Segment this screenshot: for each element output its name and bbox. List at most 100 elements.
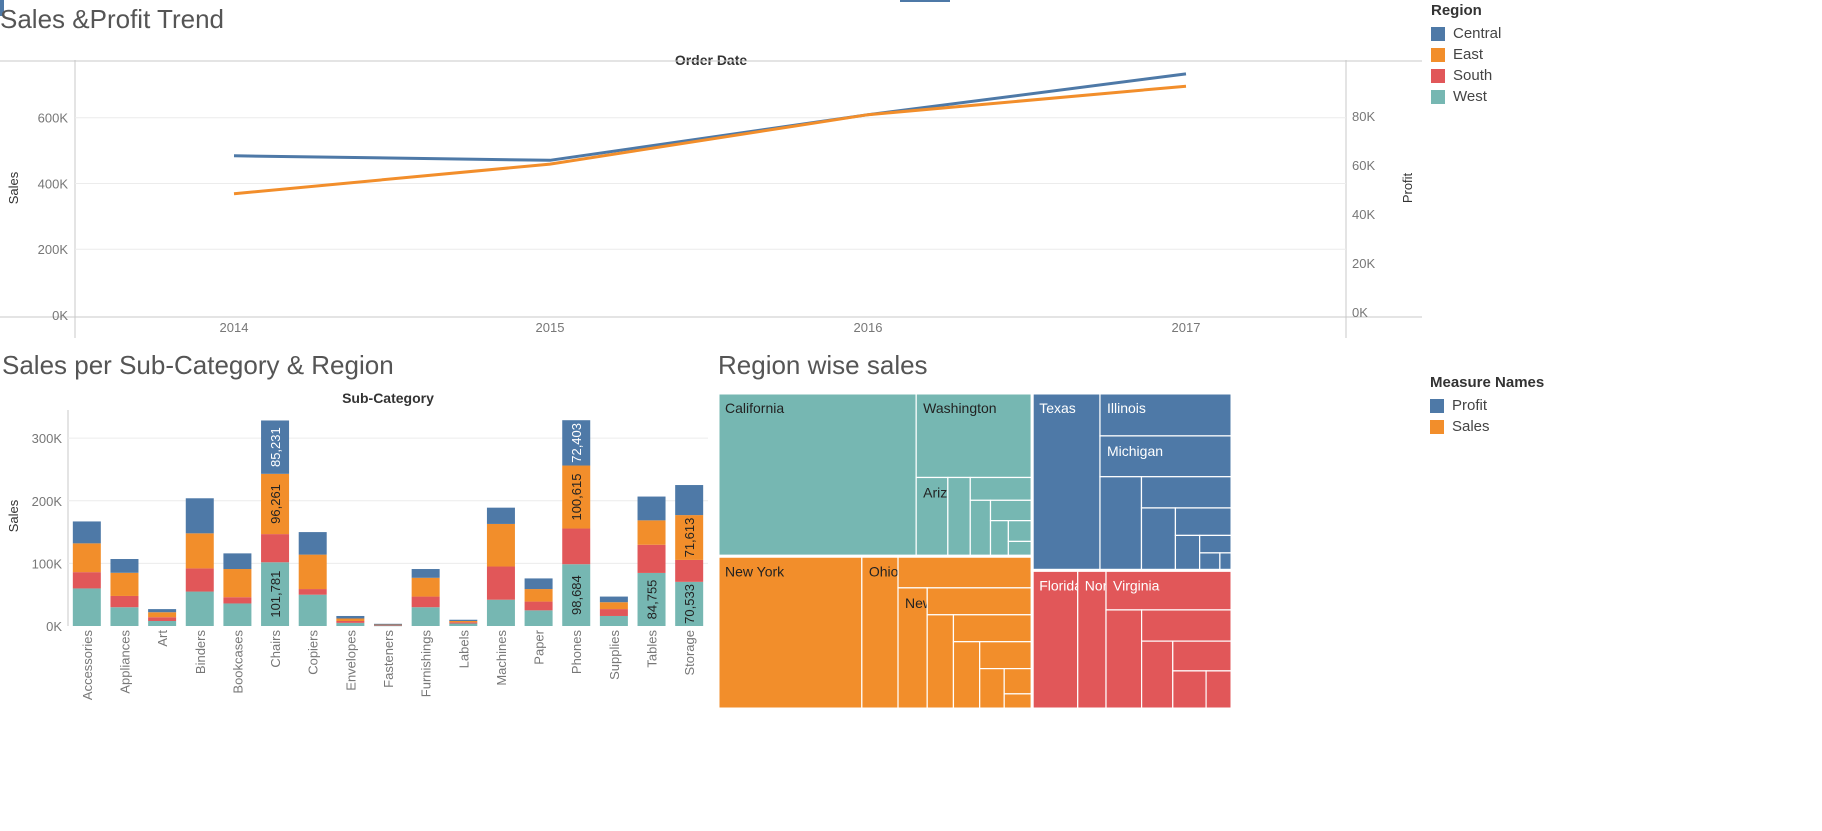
region-legend-title: Region [1431, 2, 1482, 19]
bar-segment-south [110, 595, 139, 608]
bar-segment-central [637, 496, 666, 521]
treemap-cell [1174, 534, 1201, 571]
x-tick-label: 2015 [536, 320, 565, 335]
bar-segment-south [336, 620, 365, 623]
treemap-cell [1199, 552, 1221, 571]
treemap-cell [915, 393, 1033, 479]
bar-segment-south [562, 528, 591, 565]
legend-item-east[interactable]: East [1431, 44, 1501, 65]
bar-category-label: Copiers [306, 630, 321, 675]
bar-segment-west [374, 625, 402, 627]
bar-segment-west [148, 620, 177, 626]
bar-stack-envelopes [336, 615, 365, 626]
bar-segment-east [637, 520, 666, 545]
y-axis-title: Sales [6, 171, 21, 204]
treemap-cell [989, 499, 1033, 522]
bar-segment-central [675, 485, 704, 516]
bar-segment-central [185, 498, 214, 534]
legend-item-central[interactable]: Central [1431, 23, 1501, 44]
measure-names-legend: Measure Names Profit Sales [1430, 374, 1544, 437]
line-chart-title: Sales &Profit Trend [0, 4, 224, 34]
treemap-cell [1199, 534, 1233, 554]
bar-segment-south [261, 534, 290, 563]
bar-segment-east [72, 543, 101, 573]
line-series-sales [233, 72, 1187, 162]
bar-segment-east [185, 533, 214, 569]
bar-stack-storage: 70,533 71,613 [675, 485, 704, 626]
treemap-cell [1140, 507, 1177, 571]
legend-item-swatch [1431, 89, 1445, 104]
bar-data-label: 71,613 [682, 518, 697, 558]
bar-segment-south [72, 572, 101, 589]
legend-item-south[interactable]: South [1431, 65, 1501, 86]
bar-stack-tables: 84,755 [637, 496, 666, 626]
treemap-cell [947, 476, 971, 557]
treemap-cell [897, 555, 1033, 589]
y-tick-label: 400K [38, 176, 69, 191]
bar-segment-south [298, 589, 327, 595]
treemap-cell [1031, 393, 1101, 571]
legend-item-west[interactable]: West [1431, 86, 1501, 107]
treemap-cell [952, 641, 981, 709]
bar-segment-central [336, 615, 365, 619]
bar-category-label: Binders [193, 630, 208, 675]
y2-tick-label: 20K [1352, 256, 1375, 271]
bar-segment-west [411, 607, 440, 626]
bar-segment-east [524, 589, 553, 602]
x-tick-label: 2017 [1172, 320, 1201, 335]
legend-item-label: South [1453, 67, 1493, 84]
bar-category-label: Paper [532, 629, 547, 664]
treemap-cell [1099, 435, 1233, 478]
treemap-cell [1141, 609, 1233, 642]
bar-y-axis-title: Sales [6, 499, 21, 532]
bar-stack-chairs: 101,781 96,261 85,231 [261, 420, 290, 626]
bar-data-label: 100,615 [569, 474, 584, 521]
bar-segment-west [524, 610, 553, 626]
y-tick-label: 600K [38, 111, 69, 126]
bar-data-label: 85,231 [268, 427, 283, 467]
treemap-state-label: New York [725, 563, 785, 579]
bar-category-label: Storage [682, 630, 697, 676]
bar-category-label: Bookcases [230, 630, 245, 694]
bar-segment-east [148, 612, 177, 618]
bar-stack-bookcases [223, 553, 252, 626]
bar-segment-central [411, 569, 440, 578]
bar-stack-binders [185, 498, 214, 626]
treemap-cell [926, 587, 1033, 616]
line-chart-top-label: Order Date [674, 52, 748, 68]
measure-legend-item-swatch [1430, 398, 1444, 413]
bar-category-label: Fasteners [381, 630, 396, 688]
bar-category-label: Appliances [117, 630, 132, 694]
bar-data-label: 84,755 [645, 580, 660, 620]
measure-legend-item-profit[interactable]: Profit [1430, 395, 1544, 416]
bar-segment-west [223, 603, 252, 626]
treemap-cell [989, 520, 1009, 557]
treemap-cell [1003, 668, 1033, 695]
measure-legend-item-label: Sales [1452, 418, 1490, 435]
treemap-state-label: Illinois [1107, 400, 1146, 416]
y2-tick-label: 60K [1352, 158, 1375, 173]
bar-segment-central [261, 420, 290, 474]
legend-item-swatch [1431, 68, 1445, 83]
region-legend: Region Central East South West [1431, 2, 1501, 107]
treemap-cell [979, 641, 1033, 670]
bar-segment-east [449, 620, 478, 623]
bar-segment-east [298, 554, 327, 590]
bar-stack-paper [524, 578, 553, 626]
bar-data-label: 101,781 [268, 571, 283, 618]
treemap-cell [897, 587, 928, 709]
bar-category-label: Supplies [607, 630, 622, 680]
y2-axis-title: Profit [1400, 172, 1415, 203]
legend-item-swatch [1431, 26, 1445, 41]
measure-legend-item-sales[interactable]: Sales [1430, 416, 1544, 437]
bar-segment-east [261, 473, 290, 535]
dashboard-tab-marker [900, 0, 950, 2]
treemap-cell [1007, 540, 1033, 557]
bar-segment-central [110, 559, 139, 573]
treemap-cell [718, 393, 917, 557]
bar-segment-west [675, 581, 704, 626]
bar-segment-west [110, 607, 139, 626]
bar-data-label: 72,403 [569, 423, 584, 463]
